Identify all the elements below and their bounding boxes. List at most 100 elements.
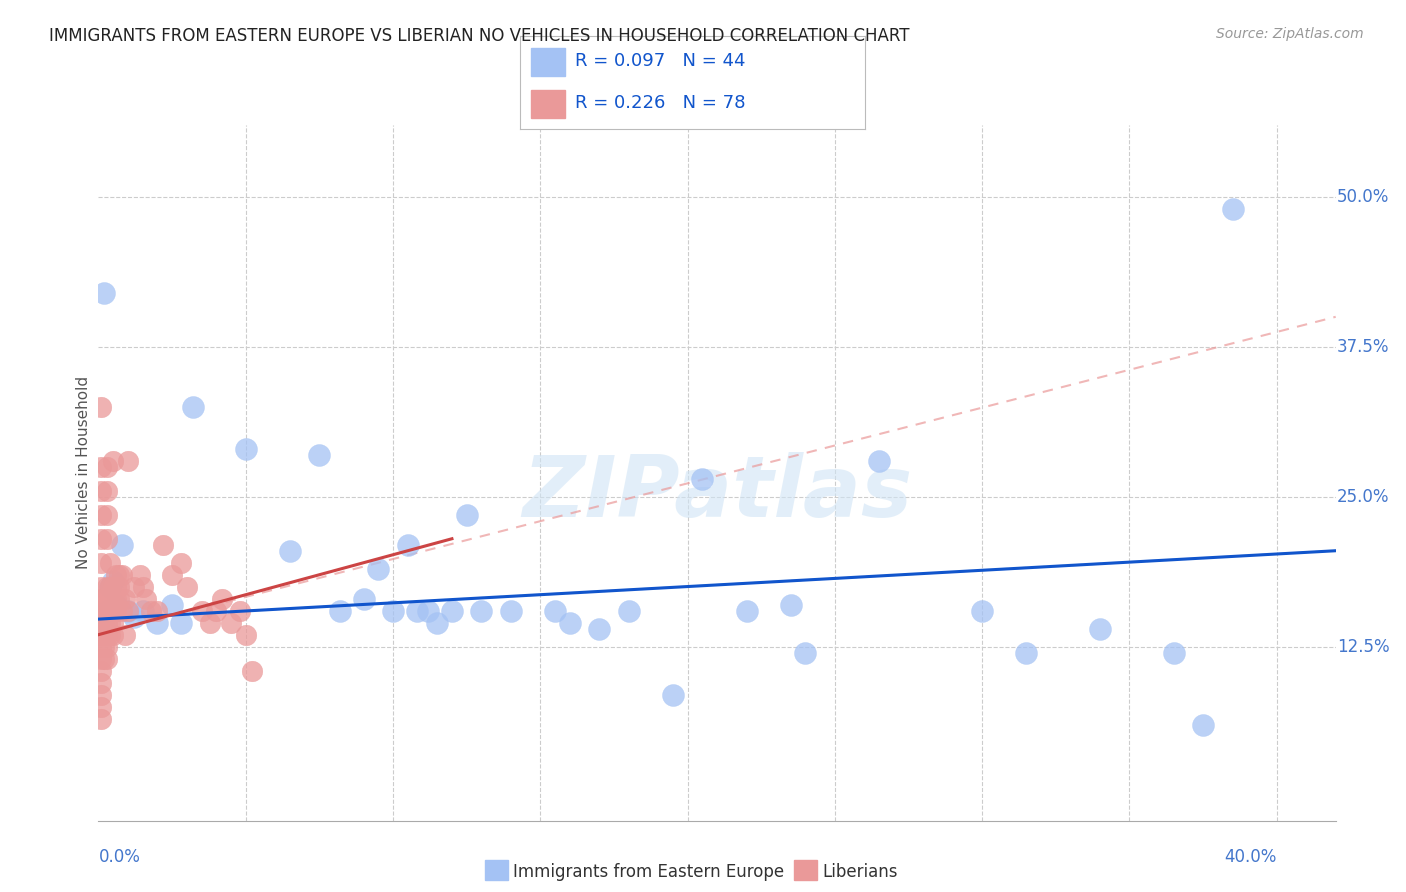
Point: [1015, 646, 1038, 660]
Point: [96, 483, 118, 498]
Point: [101, 628, 124, 642]
Point: [90, 628, 112, 642]
Point: [111, 538, 134, 552]
Point: [90, 591, 112, 606]
Point: [229, 604, 252, 618]
Point: [544, 604, 567, 618]
Text: 0.0%: 0.0%: [98, 848, 141, 866]
Point: [98, 615, 121, 630]
Point: [131, 580, 153, 594]
Point: [181, 400, 204, 414]
Point: [219, 615, 242, 630]
Point: [101, 615, 124, 630]
Point: [93, 285, 115, 300]
Point: [235, 442, 257, 456]
Point: [96, 591, 118, 606]
Point: [122, 580, 145, 594]
Point: [131, 604, 153, 618]
Point: [235, 628, 257, 642]
Point: [93, 615, 115, 630]
Point: [418, 604, 440, 618]
Point: [96, 580, 118, 594]
Point: [96, 508, 118, 522]
Point: [90, 483, 112, 498]
Point: [98, 580, 121, 594]
Point: [90, 699, 112, 714]
Point: [90, 664, 112, 678]
Point: [367, 562, 389, 576]
Text: 37.5%: 37.5%: [1337, 338, 1389, 356]
Point: [190, 604, 212, 618]
Point: [499, 604, 522, 618]
Point: [90, 459, 112, 474]
Point: [160, 567, 183, 582]
Text: ZIPatlas: ZIPatlas: [522, 452, 912, 535]
Point: [98, 604, 121, 618]
Point: [96, 459, 118, 474]
Point: [96, 640, 118, 654]
Point: [176, 580, 198, 594]
Point: [90, 400, 112, 414]
Point: [1192, 717, 1215, 731]
Point: [105, 567, 128, 582]
Text: Liberians: Liberians: [823, 863, 898, 881]
Point: [170, 556, 193, 570]
Point: [972, 604, 994, 618]
Point: [114, 628, 136, 642]
Point: [117, 604, 139, 618]
Point: [90, 712, 112, 726]
Point: [1088, 622, 1111, 636]
Point: [98, 591, 121, 606]
Point: [105, 598, 128, 612]
Point: [90, 580, 112, 594]
Point: [146, 615, 169, 630]
Point: [470, 604, 492, 618]
Point: [93, 628, 115, 642]
Point: [117, 454, 139, 468]
Point: [96, 532, 118, 546]
Point: [90, 640, 112, 654]
Point: [96, 615, 118, 630]
Point: [735, 604, 758, 618]
Point: [105, 604, 128, 618]
Point: [692, 472, 714, 486]
Point: [558, 615, 581, 630]
Point: [101, 574, 124, 588]
Point: [200, 615, 222, 630]
Point: [93, 651, 115, 665]
Point: [440, 604, 463, 618]
Point: [90, 556, 112, 570]
Point: [382, 604, 405, 618]
Point: [329, 604, 352, 618]
Point: [1222, 202, 1244, 216]
Point: [353, 591, 375, 606]
Text: 12.5%: 12.5%: [1337, 638, 1389, 656]
Point: [426, 615, 449, 630]
Point: [278, 543, 301, 558]
Point: [108, 591, 131, 606]
Point: [105, 591, 128, 606]
Point: [101, 454, 124, 468]
Point: [93, 640, 115, 654]
Point: [98, 628, 121, 642]
Bar: [530, 48, 565, 76]
Point: [90, 615, 112, 630]
Point: [101, 580, 124, 594]
Point: [111, 604, 134, 618]
Point: [779, 598, 801, 612]
Point: [108, 580, 131, 594]
Point: [96, 604, 118, 618]
Point: [308, 448, 330, 462]
Text: R = 0.097   N = 44: R = 0.097 N = 44: [575, 53, 745, 70]
Point: [111, 567, 134, 582]
Bar: [530, 90, 565, 118]
Text: 25.0%: 25.0%: [1337, 488, 1389, 506]
Point: [90, 508, 112, 522]
Point: [146, 604, 169, 618]
Point: [240, 664, 263, 678]
Text: 50.0%: 50.0%: [1337, 188, 1389, 206]
Point: [170, 615, 193, 630]
Point: [98, 580, 121, 594]
Point: [90, 604, 112, 618]
Point: [93, 591, 115, 606]
